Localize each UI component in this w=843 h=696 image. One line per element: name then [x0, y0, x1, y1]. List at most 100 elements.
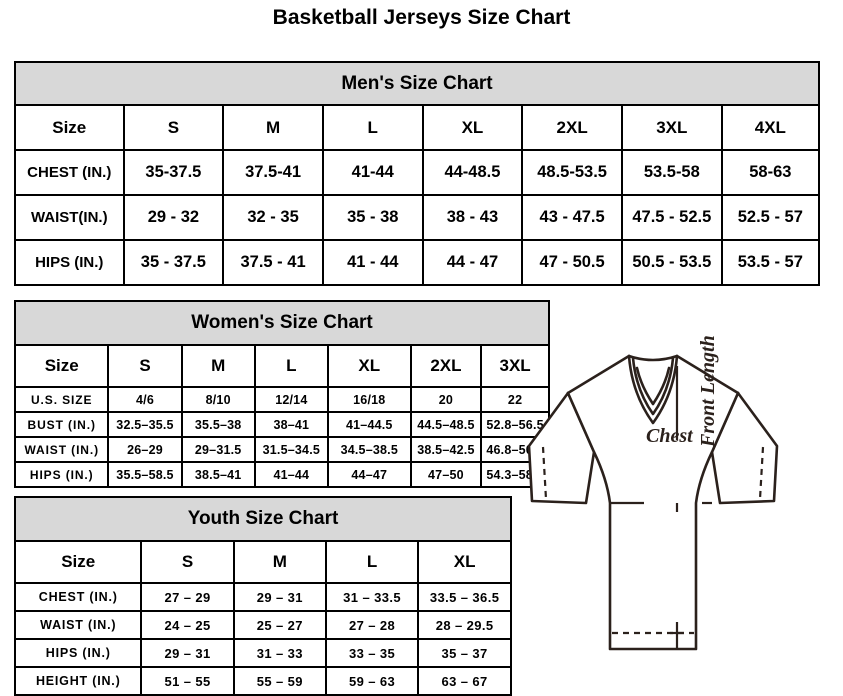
table-row: WAIST (IN.) 26–29 29–31.5 31.5–34.5 34.5…: [13, 436, 550, 463]
womens-hips-s: 35.5–58.5: [107, 461, 183, 488]
youth-height-l: 59 – 63: [324, 666, 420, 696]
youth-hips-xl: 35 – 37: [417, 638, 512, 668]
mens-col-m: M: [222, 104, 324, 151]
youth-waist-l: 27 – 28: [324, 610, 420, 640]
womens-ussize-m: 8/10: [180, 386, 256, 413]
mens-hips-xl: 44 - 47: [421, 239, 524, 286]
youth-caption: Youth Size Chart: [14, 496, 512, 542]
mens-row-label-chest: CHEST (IN.): [14, 149, 125, 196]
table-row: HIPS (IN.) 35.5–58.5 38.5–41 41–44 44–47…: [13, 461, 550, 488]
womens-col-m: M: [180, 344, 256, 388]
youth-waist-xl: 28 – 29.5: [417, 610, 512, 640]
table-row: CHEST (IN.) 27 – 29 29 – 31 31 – 33.5 33…: [13, 582, 512, 612]
womens-row-label-us-size: U.S. SIZE: [13, 386, 110, 413]
left-sleeve-stitch: [541, 446, 548, 500]
youth-row-label-height: HEIGHT (IN.): [13, 666, 143, 696]
mens-row-label-hips: HIPS (IN.): [14, 239, 125, 286]
womens-bust-2xl: 44.5–48.5: [409, 411, 483, 438]
mens-chest-l: 41-44: [321, 149, 424, 196]
mens-hips-3xl: 50.5 - 53.5: [620, 239, 723, 286]
table-row: HIPS (IN.) 29 – 31 31 – 33 33 – 35 35 – …: [13, 638, 512, 668]
mens-waist-3xl: 47.5 - 52.5: [620, 194, 723, 241]
mens-waist-2xl: 43 - 47.5: [521, 194, 623, 241]
womens-ussize-3xl: 22: [480, 386, 550, 413]
collar-inner-two: [635, 366, 671, 406]
youth-chest-s: 27 – 29: [140, 582, 235, 612]
youth-hips-s: 29 – 31: [140, 638, 235, 668]
mens-waist-m: 32 - 35: [222, 194, 324, 241]
jersey-illustration: [527, 354, 779, 651]
womens-waist-s: 26–29: [107, 436, 183, 463]
youth-size-chart-table: Youth Size Chart Size S M L XL CHEST (IN…: [13, 496, 512, 696]
mens-col-3xl: 3XL: [620, 104, 723, 151]
womens-ussize-2xl: 20: [409, 386, 483, 413]
collar-top-band: [627, 354, 679, 362]
mens-caption: Men's Size Chart: [14, 61, 820, 106]
mens-hips-l: 41 - 44: [321, 239, 424, 286]
body-outline: [566, 391, 740, 651]
womens-waist-2xl: 38.5–42.5: [409, 436, 483, 463]
womens-waist-xl: 34.5–38.5: [326, 436, 412, 463]
mens-waist-s: 29 - 32: [122, 194, 225, 241]
womens-col-xl: XL: [326, 344, 412, 388]
youth-waist-m: 25 – 27: [232, 610, 327, 640]
mens-hips-4xl: 53.5 - 57: [720, 239, 821, 286]
youth-header-row: Size S M L XL: [13, 540, 512, 584]
womens-col-3xl: 3XL: [480, 344, 550, 388]
womens-waist-l: 31.5–34.5: [253, 436, 329, 463]
womens-hips-2xl: 47–50: [409, 461, 483, 488]
youth-height-m: 55 – 59: [232, 666, 327, 696]
womens-hips-l: 41–44: [253, 461, 329, 488]
youth-col-m: M: [232, 540, 327, 584]
mens-chest-4xl: 58-63: [720, 149, 821, 196]
youth-col-xl: XL: [417, 540, 512, 584]
womens-size-chart-table: Women's Size Chart Size S M L XL 2XL 3XL…: [13, 300, 550, 488]
mens-size-chart-table: Men's Size Chart Size S M L XL 2XL 3XL 4…: [14, 61, 821, 286]
youth-height-xl: 63 – 67: [417, 666, 512, 696]
mens-col-xl: XL: [421, 104, 524, 151]
youth-waist-s: 24 – 25: [140, 610, 235, 640]
youth-col-size: Size: [13, 540, 143, 584]
womens-col-s: S: [107, 344, 183, 388]
youth-height-s: 51 – 55: [140, 666, 235, 696]
mens-waist-xl: 38 - 43: [421, 194, 524, 241]
table-row: WAIST (IN.) 24 – 25 25 – 27 27 – 28 28 –…: [13, 610, 512, 640]
table-row: BUST (IN.) 32.5–35.5 35.5–38 38–41 41–44…: [13, 411, 550, 438]
mens-col-s: S: [122, 104, 225, 151]
youth-chest-m: 29 – 31: [232, 582, 327, 612]
mens-waist-l: 35 - 38: [321, 194, 424, 241]
mens-row-label-waist: WAIST(IN.): [14, 194, 125, 241]
womens-row-label-hips: HIPS (IN.): [13, 461, 110, 488]
youth-hips-l: 33 – 35: [324, 638, 420, 668]
womens-row-label-waist: WAIST (IN.): [13, 436, 110, 463]
womens-bust-m: 35.5–38: [180, 411, 256, 438]
womens-ussize-xl: 16/18: [326, 386, 412, 413]
womens-hips-m: 38.5–41: [180, 461, 256, 488]
womens-caption: Women's Size Chart: [14, 300, 550, 346]
youth-hips-m: 31 – 33: [232, 638, 327, 668]
mens-hips-s: 35 - 37.5: [122, 239, 225, 286]
table-row: WAIST(IN.) 29 - 32 32 - 35 35 - 38 38 - …: [14, 194, 821, 241]
mens-chest-s: 35-37.5: [122, 149, 225, 196]
womens-bust-l: 38–41: [253, 411, 329, 438]
mens-col-4xl: 4XL: [720, 104, 821, 151]
mens-waist-4xl: 52.5 - 57: [720, 194, 821, 241]
womens-ussize-l: 12/14: [253, 386, 329, 413]
youth-chest-xl: 33.5 – 36.5: [417, 582, 512, 612]
youth-col-s: S: [140, 540, 235, 584]
womens-ussize-s: 4/6: [107, 386, 183, 413]
womens-header-row: Size S M L XL 2XL 3XL: [13, 344, 550, 388]
right-sleeve-stitch: [758, 446, 765, 500]
youth-col-l: L: [324, 540, 420, 584]
table-row: U.S. SIZE 4/6 8/10 12/14 16/18 20 22: [13, 386, 550, 413]
table-row: HIPS (IN.) 35 - 37.5 37.5 - 41 41 - 44 4…: [14, 239, 821, 286]
mens-col-size: Size: [14, 104, 125, 151]
mens-chest-xl: 44-48.5: [421, 149, 524, 196]
youth-row-label-waist: WAIST (IN.): [13, 610, 143, 640]
womens-row-label-bust: BUST (IN.): [13, 411, 110, 438]
table-row: CHEST (IN.) 35-37.5 37.5-41 41-44 44-48.…: [14, 149, 821, 196]
womens-col-size: Size: [13, 344, 110, 388]
womens-col-l: L: [253, 344, 329, 388]
youth-caption-row: Youth Size Chart: [14, 496, 512, 542]
mens-hips-2xl: 47 - 50.5: [521, 239, 623, 286]
